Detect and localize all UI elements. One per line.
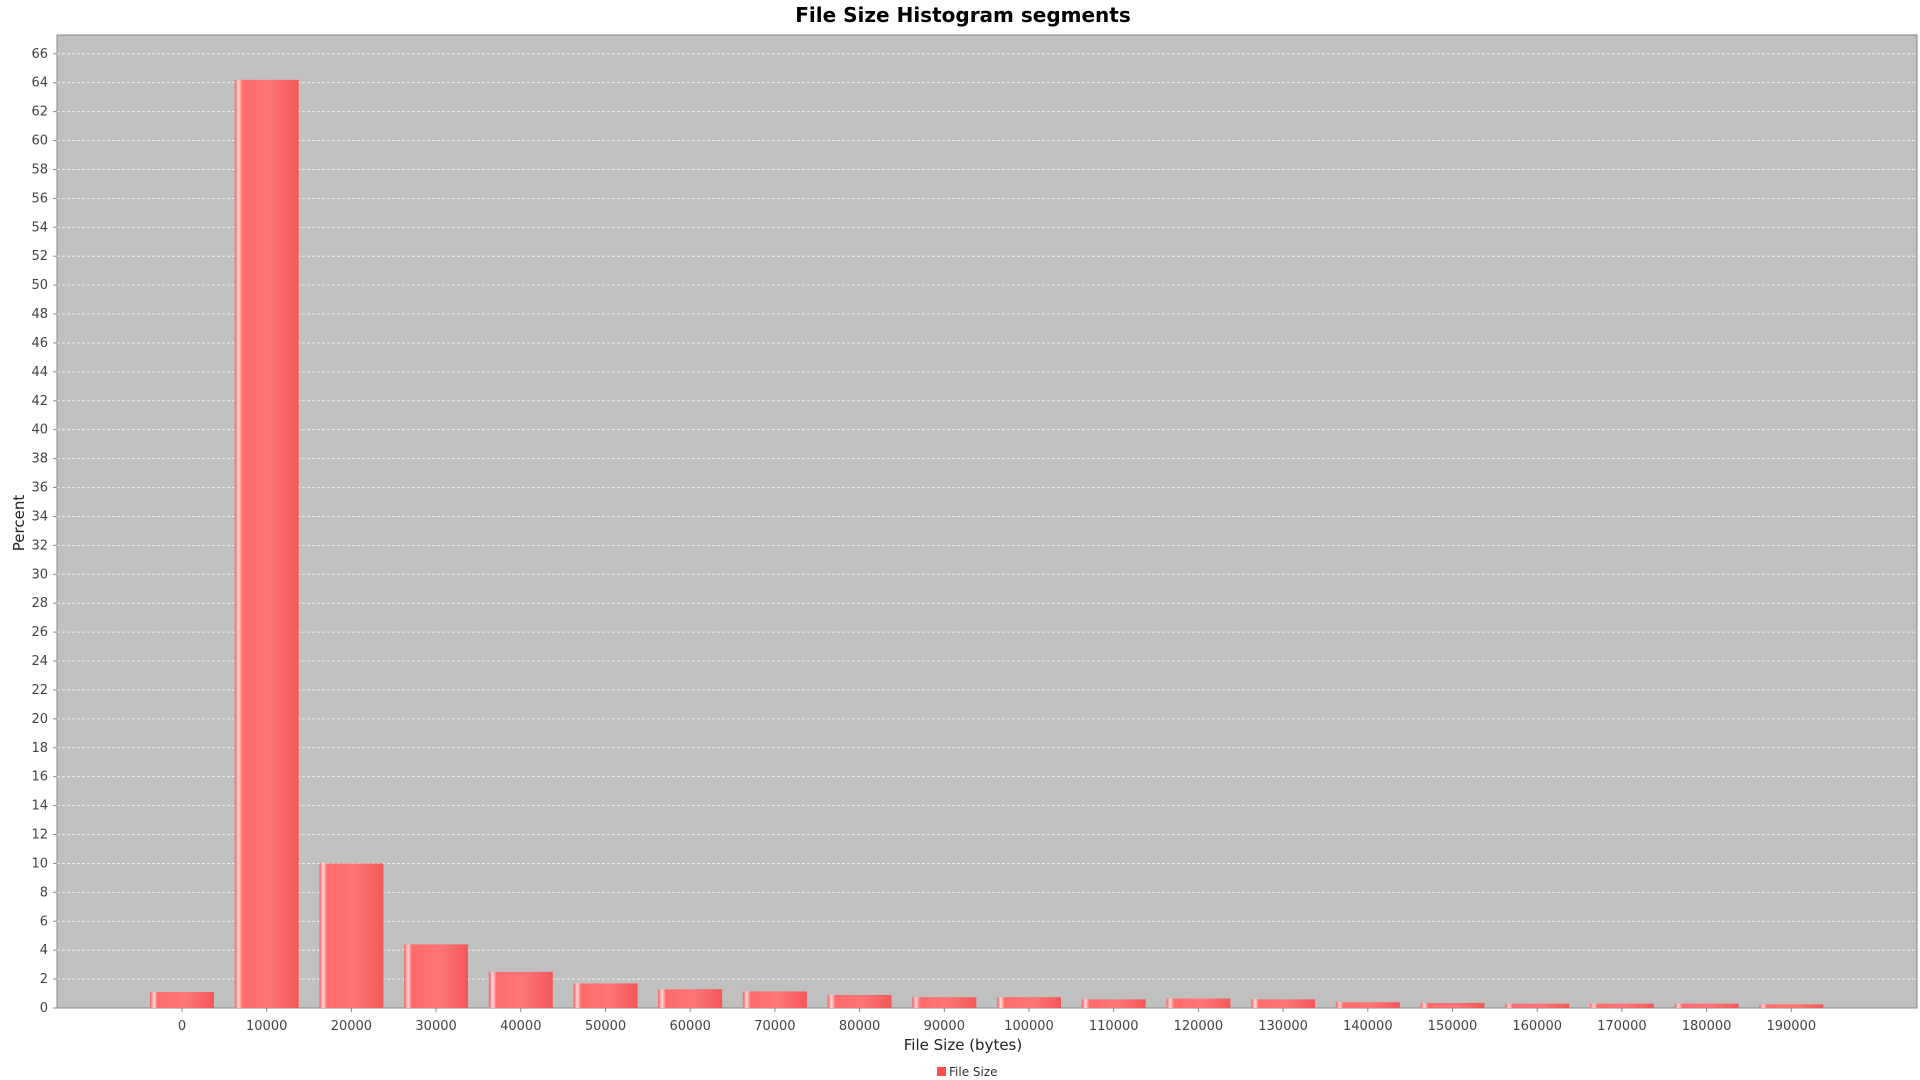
x-tick-label: 30000 bbox=[415, 1019, 456, 1034]
y-tick-label: 48 bbox=[31, 307, 48, 322]
y-tick-label: 20 bbox=[31, 712, 48, 727]
y-tick-label: 46 bbox=[31, 336, 48, 351]
y-tick-label: 32 bbox=[31, 538, 48, 553]
bar bbox=[488, 971, 553, 1008]
bar bbox=[1674, 1003, 1739, 1008]
bar bbox=[658, 989, 723, 1008]
y-tick-label: 52 bbox=[31, 249, 48, 264]
x-tick-label: 120000 bbox=[1174, 1019, 1224, 1034]
bar bbox=[150, 992, 214, 1008]
bar bbox=[1589, 1003, 1654, 1008]
bar bbox=[1081, 999, 1146, 1008]
y-tick-label: 28 bbox=[31, 596, 48, 611]
y-tick-label: 60 bbox=[31, 134, 48, 149]
x-tick-label: 100000 bbox=[1004, 1019, 1054, 1034]
y-tick-label: 50 bbox=[31, 278, 48, 293]
y-axis-label: Percent bbox=[10, 495, 28, 552]
y-tick-label: 16 bbox=[31, 770, 48, 785]
x-tick-label: 170000 bbox=[1597, 1019, 1647, 1034]
y-tick-label: 6 bbox=[40, 914, 48, 929]
x-axis-label: File Size (bytes) bbox=[904, 1036, 1022, 1054]
y-tick-label: 26 bbox=[31, 625, 48, 640]
y-tick-label: 38 bbox=[31, 452, 48, 467]
y-tick-label: 0 bbox=[40, 1001, 48, 1016]
x-tick-label: 90000 bbox=[924, 1019, 965, 1034]
bar bbox=[573, 983, 638, 1008]
y-axis-ticks: 0246810121416182022242628303234363840424… bbox=[31, 47, 57, 1016]
x-tick-label: 130000 bbox=[1258, 1019, 1308, 1034]
x-tick-label: 140000 bbox=[1343, 1019, 1393, 1034]
bar bbox=[997, 997, 1061, 1008]
y-tick-label: 42 bbox=[31, 394, 48, 409]
y-tick-label: 10 bbox=[31, 856, 48, 871]
y-tick-label: 58 bbox=[31, 162, 48, 177]
y-tick-label: 18 bbox=[31, 741, 48, 756]
y-tick-label: 14 bbox=[31, 799, 48, 814]
y-tick-label: 34 bbox=[31, 509, 48, 524]
y-tick-label: 40 bbox=[31, 423, 48, 438]
bar bbox=[912, 997, 977, 1008]
bar bbox=[1505, 1003, 1570, 1008]
bar bbox=[1335, 1002, 1400, 1008]
y-tick-label: 54 bbox=[31, 220, 48, 235]
plot-area bbox=[56, 34, 1918, 1009]
legend-label: File Size bbox=[949, 1065, 998, 1079]
x-tick-label: 190000 bbox=[1766, 1019, 1816, 1034]
y-tick-label: 4 bbox=[40, 943, 48, 958]
y-tick-label: 8 bbox=[40, 885, 48, 900]
bar bbox=[234, 79, 299, 1008]
x-tick-label: 160000 bbox=[1512, 1019, 1562, 1034]
x-tick-label: 10000 bbox=[246, 1019, 287, 1034]
x-tick-label: 60000 bbox=[670, 1019, 711, 1034]
x-tick-label: 50000 bbox=[585, 1019, 626, 1034]
x-axis-ticks: 0 10000 20000 30000 40000 50000 60000 70000 8000… bbox=[178, 1008, 1816, 1034]
y-tick-label: 36 bbox=[31, 481, 48, 496]
bar bbox=[1759, 1004, 1824, 1008]
bar bbox=[1166, 998, 1231, 1008]
y-tick-label: 12 bbox=[31, 828, 48, 843]
x-tick-label: 150000 bbox=[1428, 1019, 1478, 1034]
x-tick-label: 180000 bbox=[1682, 1019, 1732, 1034]
x-tick-label: 0 bbox=[178, 1019, 186, 1034]
chart-title: File Size Histogram segments bbox=[795, 3, 1131, 27]
y-tick-label: 56 bbox=[31, 191, 48, 206]
y-tick-label: 64 bbox=[31, 76, 48, 91]
y-tick-label: 66 bbox=[31, 47, 48, 62]
bars bbox=[150, 79, 1824, 1008]
y-tick-label: 30 bbox=[31, 567, 48, 582]
x-tick-label: 110000 bbox=[1089, 1019, 1139, 1034]
y-tick-label: 44 bbox=[31, 365, 48, 380]
bar bbox=[1420, 1002, 1485, 1008]
bar bbox=[404, 944, 469, 1008]
y-tick-label: 2 bbox=[40, 972, 48, 987]
x-tick-label: 70000 bbox=[754, 1019, 795, 1034]
y-tick-label: 62 bbox=[31, 105, 48, 120]
bar bbox=[319, 863, 384, 1008]
x-tick-label: 80000 bbox=[839, 1019, 880, 1034]
x-tick-label: 20000 bbox=[331, 1019, 372, 1034]
bar bbox=[1251, 999, 1316, 1008]
gridlines bbox=[57, 53, 1917, 980]
legend-swatch bbox=[937, 1067, 946, 1076]
y-tick-label: 24 bbox=[31, 654, 48, 669]
x-tick-label: 40000 bbox=[500, 1019, 541, 1034]
bar bbox=[742, 991, 807, 1008]
legend: File Size bbox=[937, 1065, 998, 1079]
y-tick-label: 22 bbox=[31, 683, 48, 698]
bar bbox=[827, 994, 892, 1008]
